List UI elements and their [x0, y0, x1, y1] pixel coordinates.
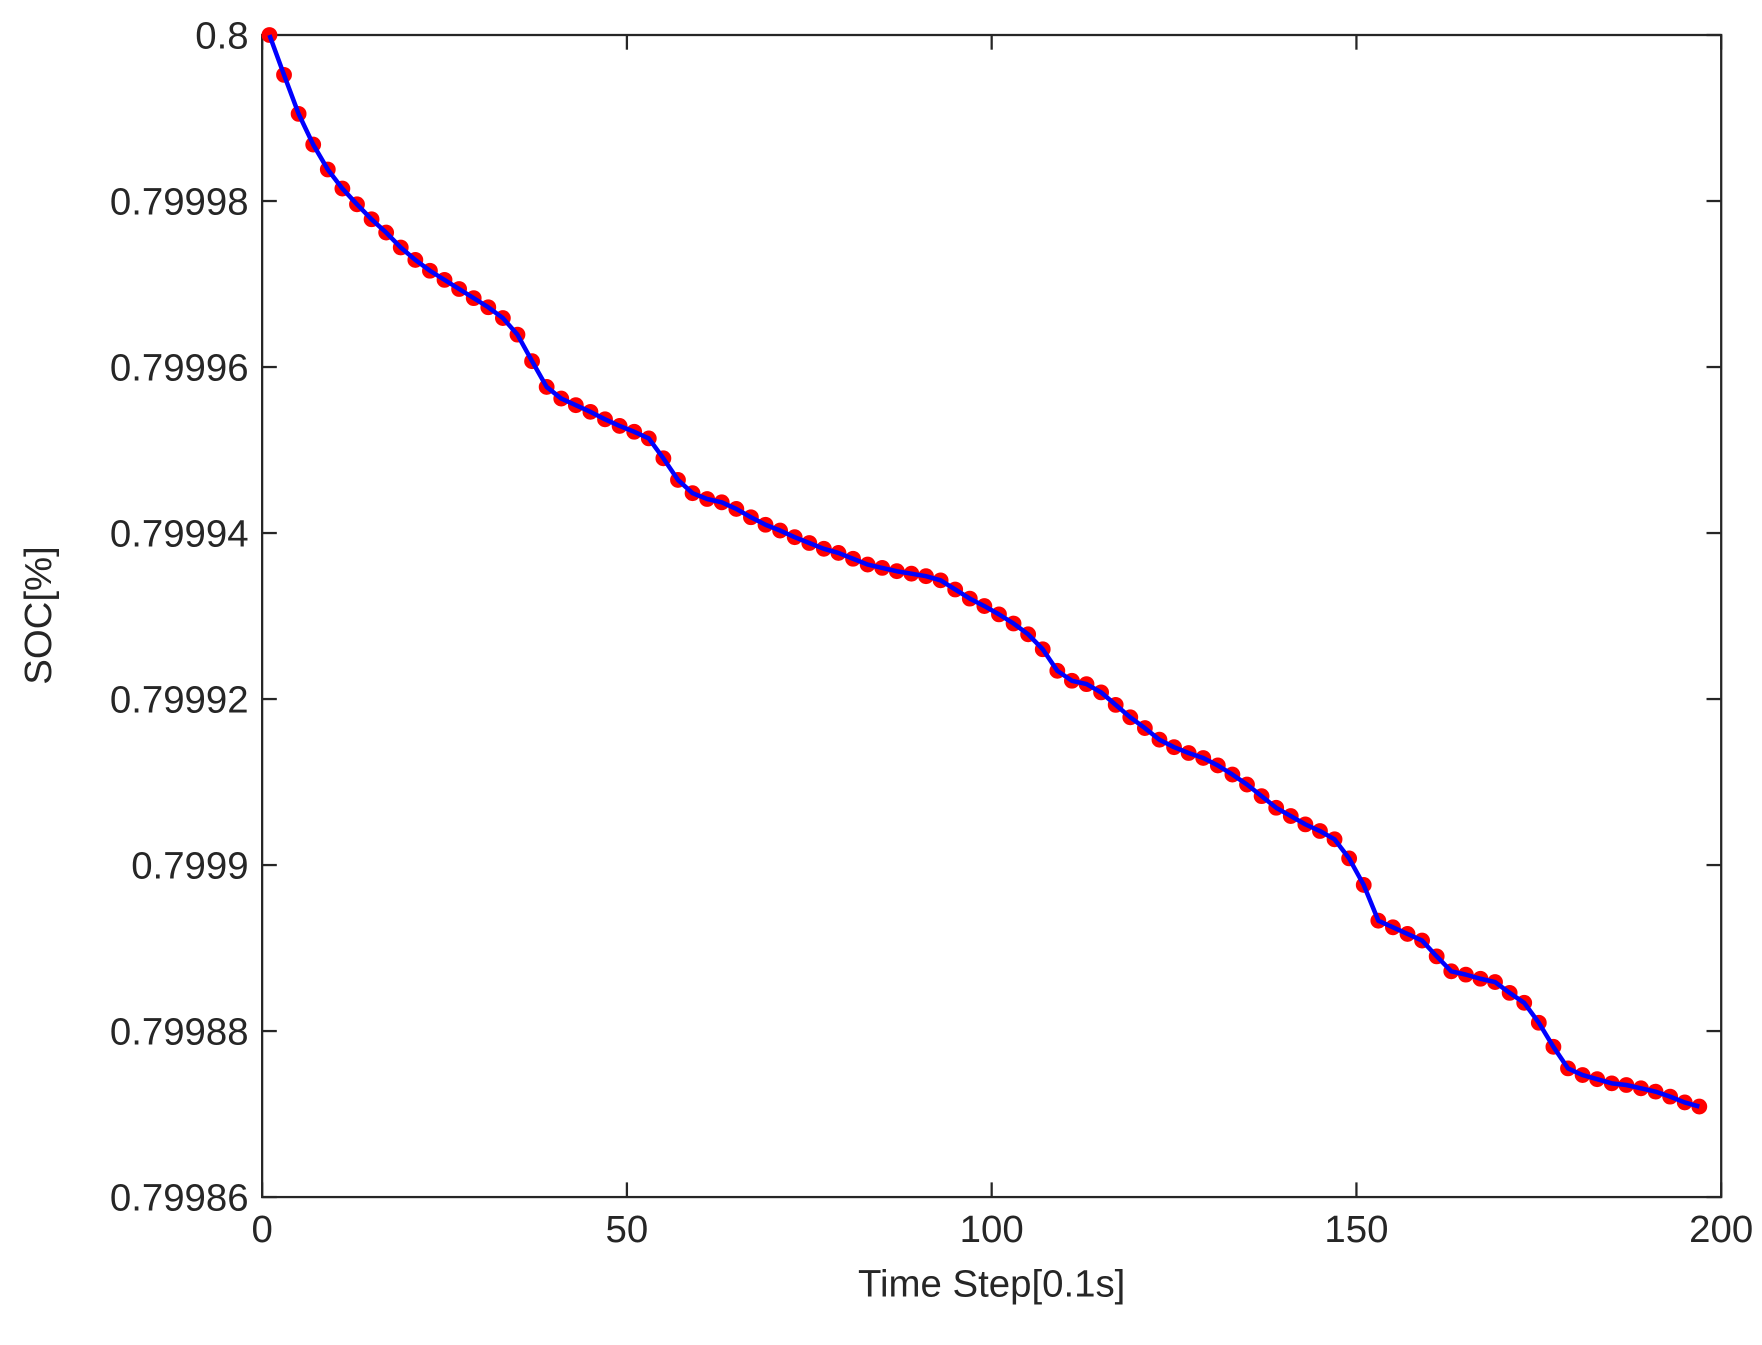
- y-axis-label: SOC[%]: [17, 546, 60, 685]
- y-tick-label: 0.79996: [110, 347, 249, 390]
- y-tick-label: 0.79986: [110, 1177, 249, 1220]
- y-tick-label: 0.79988: [110, 1011, 249, 1054]
- y-tick-label: 0.79992: [110, 679, 249, 722]
- x-tick-label: 50: [606, 1208, 649, 1251]
- x-tick-label: 0: [251, 1208, 272, 1251]
- y-tick-label: 0.79998: [110, 181, 249, 224]
- x-axis-label: Time Step[0.1s]: [858, 1262, 1125, 1305]
- y-tick-label: 0.7999: [131, 845, 248, 888]
- x-tick-label: 100: [960, 1208, 1024, 1251]
- plot-frame: [261, 33, 1723, 1199]
- x-tick-label: 200: [1689, 1208, 1753, 1251]
- x-tick-label: 150: [1324, 1208, 1388, 1251]
- y-tick-label: 0.8: [195, 15, 248, 58]
- y-tick-label: 0.79994: [110, 513, 249, 556]
- series-line: [267, 34, 1700, 1109]
